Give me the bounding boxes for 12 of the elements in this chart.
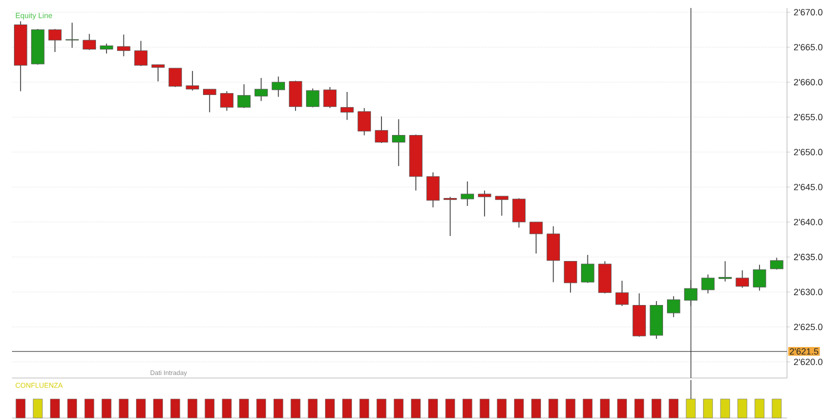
y-tick-label: 2'640.0: [794, 218, 822, 226]
y-tick-label: 2'670.0: [794, 9, 822, 16]
y-tick-label: 2'660.0: [794, 78, 822, 86]
y-tick-label: 2'630.0: [794, 288, 822, 296]
y-tick-label: 2'645.0: [794, 184, 822, 190]
y-tick-label: 2'650.0: [794, 148, 822, 156]
y-tick-label: 2'635.0: [794, 254, 822, 260]
y-tick-label: 2'655.0: [794, 114, 822, 120]
y-tick-label: 2'620.0: [794, 358, 822, 366]
y-tick-label: 2'625.0: [794, 324, 822, 330]
y-tick-label: 2'665.0: [794, 44, 822, 50]
ref-line-label: 2'621.5: [790, 348, 818, 355]
